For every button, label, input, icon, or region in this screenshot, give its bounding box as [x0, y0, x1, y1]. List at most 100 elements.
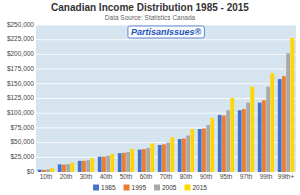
legend: 1985 1995 2005 2015 — [93, 184, 207, 191]
bar — [250, 87, 254, 172]
legend-swatch — [124, 185, 130, 191]
bar — [106, 156, 110, 172]
x-tick-label: 95th — [220, 173, 233, 180]
bar — [202, 128, 206, 172]
bar — [142, 149, 146, 172]
bar — [58, 164, 62, 172]
y-tick-label: $50,000 — [11, 138, 35, 145]
grid-line — [36, 157, 296, 158]
y-tick-label: $250,000 — [7, 21, 34, 28]
legend-swatch — [184, 185, 190, 191]
bar — [166, 143, 170, 172]
grid-line — [36, 127, 296, 128]
grid-line — [36, 83, 296, 84]
bar — [178, 139, 182, 172]
annotation-text: PartisanIssues® — [131, 27, 202, 37]
title: Canadian Income Distribution 1985 - 2015 — [51, 2, 249, 13]
x-tick-label: 50th — [120, 173, 133, 180]
bar — [182, 138, 186, 172]
bar — [118, 153, 122, 172]
bar — [282, 76, 286, 172]
bar — [190, 129, 194, 172]
chart: Canadian Income Distribution 1985 - 2015… — [0, 0, 300, 195]
y-tick-label: $0 — [27, 168, 35, 175]
bar — [102, 157, 106, 172]
grid-line — [36, 142, 296, 143]
grid-line — [36, 69, 296, 70]
bar — [66, 164, 70, 172]
legend-swatch — [154, 185, 160, 191]
bar — [158, 145, 162, 172]
y-tick-label: $175,000 — [7, 65, 34, 72]
legend-label: 1995 — [132, 184, 147, 191]
bar — [242, 109, 246, 172]
bar — [90, 158, 94, 172]
bar — [262, 100, 266, 172]
bar — [290, 38, 294, 172]
annotation-box — [128, 26, 205, 38]
legend-label: 2005 — [162, 184, 177, 191]
bar — [98, 157, 102, 172]
bar — [46, 169, 50, 172]
bar — [186, 136, 190, 172]
bar — [86, 160, 90, 172]
bar — [162, 144, 166, 172]
bar — [206, 125, 210, 172]
y-tick-label: $125,000 — [7, 94, 34, 101]
bar — [50, 168, 54, 172]
bar — [226, 110, 230, 172]
y-tick-label: $100,000 — [7, 109, 34, 116]
bar — [170, 137, 174, 172]
x-tick-label: 30th — [80, 173, 93, 180]
bar — [110, 154, 114, 172]
bar — [146, 148, 150, 172]
x-tick-label: 60th — [140, 173, 153, 180]
x-tick-label: 99th — [260, 173, 273, 180]
bar — [246, 103, 250, 172]
grid-line — [36, 39, 296, 40]
x-tick-label: 40th — [100, 173, 113, 180]
annotation: PartisanIssues® — [128, 26, 205, 38]
bar — [82, 161, 86, 172]
bar — [218, 115, 222, 172]
bar — [150, 143, 154, 172]
bar — [230, 98, 234, 172]
x-tick-label: 70th — [160, 173, 173, 180]
x-tick-label: 10th — [40, 173, 53, 180]
bar — [258, 103, 262, 172]
bar — [122, 153, 126, 172]
bar — [238, 110, 242, 172]
subtitle: Data Source: Statistics Canada — [105, 14, 196, 21]
legend-label: 1985 — [101, 184, 116, 191]
bar — [198, 129, 202, 172]
x-tick-label: 90th — [200, 173, 213, 180]
bar — [78, 161, 82, 172]
bar — [38, 170, 42, 172]
y-tick-label: $225,000 — [7, 35, 34, 42]
x-tick-label: 20th — [60, 173, 73, 180]
grid-line — [36, 113, 296, 114]
y-tick-label: $75,000 — [11, 124, 35, 131]
y-tick-label: $150,000 — [7, 80, 34, 87]
x-tick-label: 97th — [240, 173, 253, 180]
plot-area — [36, 25, 296, 172]
bar — [222, 116, 226, 172]
bars — [38, 38, 294, 172]
bar — [42, 170, 46, 172]
y-tick-label: $200,000 — [7, 50, 34, 57]
bar — [130, 149, 134, 172]
x-tick-label: 99th+ — [278, 173, 295, 180]
bar — [286, 53, 290, 172]
bar — [210, 118, 214, 172]
bar — [266, 87, 270, 172]
grid-line — [36, 54, 296, 55]
bar — [270, 73, 274, 172]
x-tick-label: 80th — [180, 173, 193, 180]
bar — [138, 150, 142, 172]
legend-swatch — [93, 185, 99, 191]
bar — [126, 152, 130, 172]
bar — [62, 165, 66, 172]
bar — [278, 79, 282, 172]
bar — [70, 163, 74, 172]
legend-label: 2015 — [192, 184, 207, 191]
